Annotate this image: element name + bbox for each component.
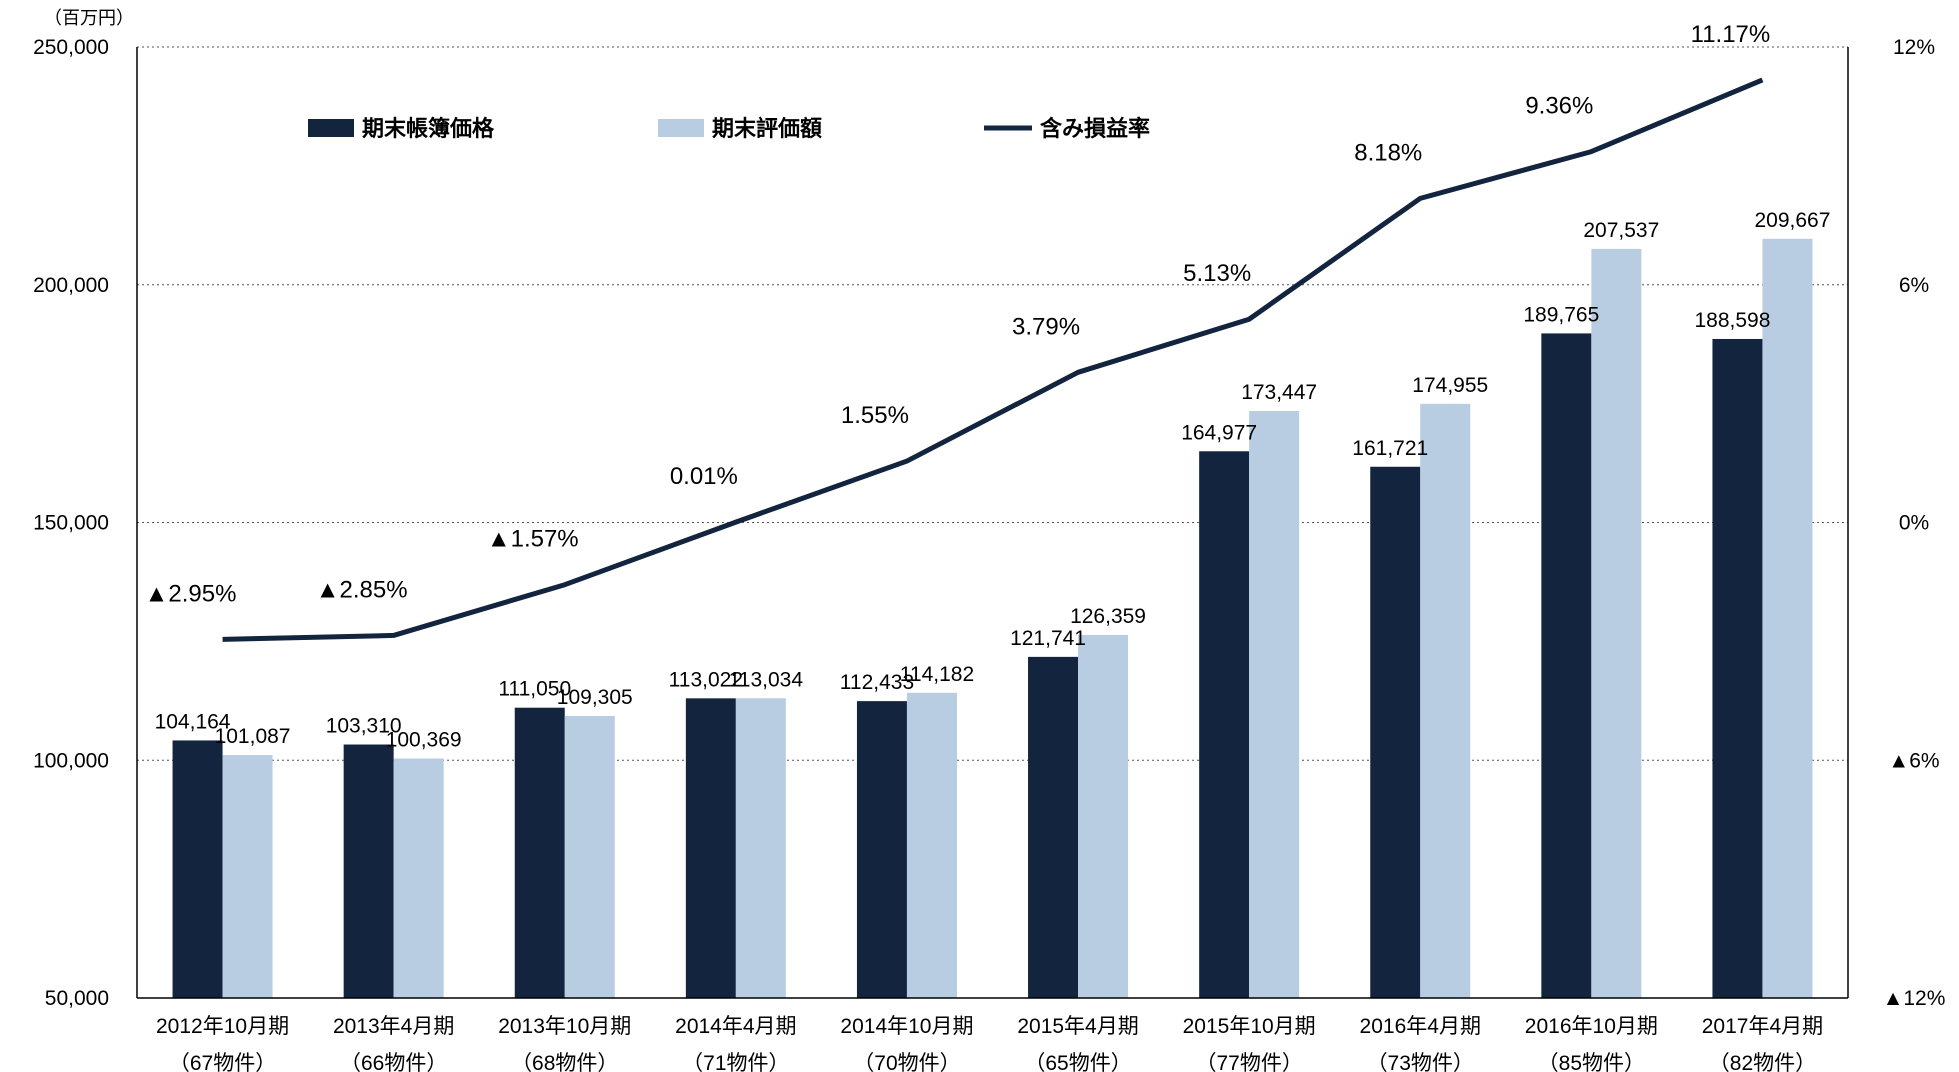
x-category-label: 2016年4月期 xyxy=(1360,1015,1481,1038)
ratio-point-label: 8.18% xyxy=(1354,139,1422,166)
x-category-label: 2012年10月期 xyxy=(156,1015,289,1038)
ratio-point-label: ▲2.85% xyxy=(316,576,408,603)
legend-swatch-appraisal-value xyxy=(658,119,704,137)
x-category-sublabel: （71物件） xyxy=(682,1052,789,1072)
bar-book-value xyxy=(343,744,394,998)
axes xyxy=(136,47,1849,999)
x-category-label: 2015年10月期 xyxy=(1183,1015,1316,1038)
tick-labels: 50,000 100,000 150,000 200,000 250,000 ▲12% ▲6… xyxy=(33,36,1945,1072)
y-left-tick-label: 50,000 xyxy=(45,987,109,1010)
bar-appraisal-value xyxy=(1420,403,1471,998)
bar-appraisal-value xyxy=(906,692,957,998)
bar-appraisal-value-label: 126,359 xyxy=(1070,605,1146,628)
ratio-point-label: ▲1.57% xyxy=(487,526,579,553)
bar-appraisal-value-label: 209,667 xyxy=(1754,209,1830,232)
bar-book-value-label: 161,721 xyxy=(1352,437,1428,460)
y-left-tick-label: 150,000 xyxy=(33,512,109,535)
bar-book-value-label: 189,765 xyxy=(1523,303,1599,326)
x-category-sublabel: （85物件） xyxy=(1538,1052,1645,1072)
ratio-point-label: ▲2.95% xyxy=(145,580,237,607)
x-category-sublabel: （67物件） xyxy=(169,1052,276,1072)
bar-book-value-label: 188,598 xyxy=(1694,309,1770,332)
legend-swatch-book-value xyxy=(308,119,354,137)
bar-book-value-label: 103,310 xyxy=(326,715,402,738)
y-right-tick-label: 6% xyxy=(1899,274,1929,297)
bar-appraisal-value xyxy=(1762,238,1813,998)
x-category-sublabel: （65物件） xyxy=(1024,1052,1131,1072)
bar-appraisal-value xyxy=(1591,248,1642,998)
bar-appraisal-value-label: 109,305 xyxy=(557,686,633,709)
legend-label-appraisal-value: 期末評価額 xyxy=(712,116,822,141)
bar-appraisal-value xyxy=(222,755,273,998)
y-right-tick-label: ▲6% xyxy=(1888,749,1939,772)
x-category-sublabel: （82物件） xyxy=(1709,1052,1816,1072)
legend: 期末帳簿価格 期末評価額 含み損益率 xyxy=(308,116,1150,141)
x-category-label: 2015年4月期 xyxy=(1017,1015,1138,1038)
x-category-label: 2014年10月期 xyxy=(840,1015,973,1038)
bar-appraisal-value xyxy=(1078,634,1129,998)
x-category-sublabel: （70物件） xyxy=(853,1052,960,1072)
y-left-tick-label: 250,000 xyxy=(33,36,109,59)
x-category-label: 2013年10月期 xyxy=(498,1015,631,1038)
bar-book-value xyxy=(514,707,565,998)
x-category-sublabel: （68物件） xyxy=(511,1052,618,1072)
ratio-point-label: 3.79% xyxy=(1012,313,1080,340)
x-category-sublabel: （66物件） xyxy=(340,1052,447,1072)
bar-appraisal-value-label: 113,034 xyxy=(729,668,804,691)
bar-book-value xyxy=(1370,466,1421,999)
ratio-point-label: 11.17% xyxy=(1691,21,1771,48)
bar-appraisal-value-label: 101,087 xyxy=(215,725,291,748)
ratio-point-label: 1.55% xyxy=(841,402,909,429)
bar-appraisal-value-label: 207,537 xyxy=(1583,219,1659,242)
y-right-tick-label: ▲12% xyxy=(1883,987,1946,1010)
bar-group xyxy=(172,238,1813,999)
legend-label-ratio: 含み損益率 xyxy=(1040,116,1150,141)
bar-book-value xyxy=(1712,338,1763,998)
bar-appraisal-value-label: 100,369 xyxy=(386,728,462,751)
bar-book-value xyxy=(856,701,907,998)
ratio-line-group xyxy=(222,77,1764,642)
bar-book-value-label: 112,433 xyxy=(840,671,914,694)
bar-book-value xyxy=(172,740,223,998)
y-left-tick-label: 200,000 xyxy=(33,274,109,297)
y-right-tick-label: 12% xyxy=(1893,36,1935,59)
y-right-tick-label: 0% xyxy=(1899,512,1929,535)
x-category-sublabel: （77物件） xyxy=(1195,1052,1302,1072)
y-axis-unit-label: （百万円） xyxy=(44,8,134,28)
ratio-point-label: 0.01% xyxy=(670,463,738,490)
bar-book-value-label: 111,050 xyxy=(498,678,571,701)
bar-appraisal-value xyxy=(1249,411,1300,998)
x-category-label: 2016年10月期 xyxy=(1525,1015,1658,1038)
bar-appraisal-value-label: 114,182 xyxy=(900,663,974,686)
y-left-tick-label: 100,000 xyxy=(33,749,109,772)
bar-book-value-label: 113,022 xyxy=(669,668,743,691)
x-category-label: 2013年4月期 xyxy=(333,1015,454,1038)
bar-book-value-label: 104,164 xyxy=(155,710,231,733)
ratio-point-label: 9.36% xyxy=(1525,93,1593,120)
bar-appraisal-value-label: 173,447 xyxy=(1241,381,1317,404)
bar-book-value xyxy=(1199,451,1250,998)
bar-book-value xyxy=(1541,333,1592,998)
ratio-point-label: 5.13% xyxy=(1183,260,1251,287)
bar-book-value xyxy=(685,698,736,998)
ratio-line xyxy=(222,77,1764,642)
bar-appraisal-value xyxy=(564,716,615,998)
bar-appraisal-value xyxy=(393,758,444,998)
bar-book-value xyxy=(1028,656,1079,998)
bar-appraisal-value xyxy=(735,698,786,998)
bar-book-value-label: 164,977 xyxy=(1181,421,1257,444)
legend-label-book-value: 期末帳簿価格 xyxy=(362,116,495,141)
x-category-label: 2017年4月期 xyxy=(1702,1015,1823,1038)
x-category-sublabel: （73物件） xyxy=(1367,1052,1474,1072)
x-category-label: 2014年4月期 xyxy=(675,1015,796,1038)
bar-book-value-label: 121,741 xyxy=(1010,627,1086,650)
bar-appraisal-value-label: 174,955 xyxy=(1412,374,1488,397)
